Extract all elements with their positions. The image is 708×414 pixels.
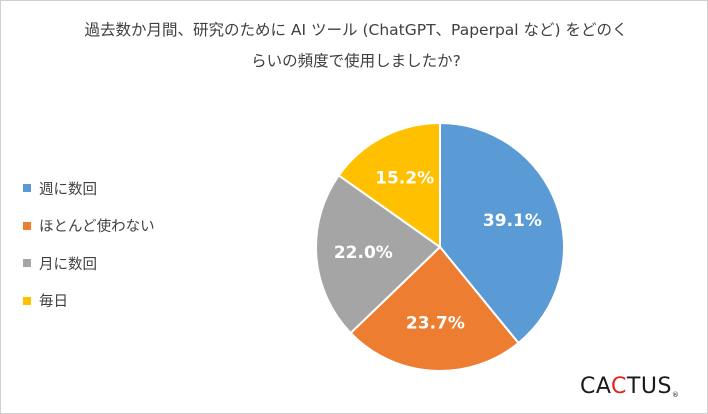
logo-text-end: TUS [626,374,672,399]
legend-item-monthly: 月に数回 [23,254,155,273]
logo-registered-mark: ® [671,391,679,399]
chart-title-line-2: らいの頻度で使用しましたか? [251,52,461,70]
legend-label-weekly: 週に数回 [39,181,97,198]
data-label-monthly: 22.0% [334,243,393,263]
pie-slice-monthly [315,173,442,335]
legend-item-weekly: 週に数回 [23,179,155,198]
legend-swatch-monthly [23,259,31,267]
data-label-daily: 15.2% [375,169,434,189]
logo-text-start: CA [580,374,612,399]
legend-swatch-rarely [23,221,31,230]
legend-label-monthly: 月に数回 [39,256,97,273]
legend-swatch-weekly [23,184,31,192]
legend-swatch-daily [23,296,31,305]
data-label-weekly: 39.1% [483,211,542,231]
logo-accent-letter: C [611,374,627,399]
pie-slice-daily [337,121,441,249]
data-label-rarely: 23.7% [406,314,465,334]
pie-slice-weekly [439,121,565,345]
legend-label-daily: 毎日 [39,294,68,310]
legend-item-daily: 毎日 [23,292,155,310]
legend: 週に数回 ほとんど使わない 月に数回 毎日 [23,179,155,329]
legend-item-rarely: ほとんど使わない [23,217,155,235]
chart-title-line-1: 過去数か月間、研究のために AI ツール (ChatGPT、Paperpal な… [84,21,628,39]
cactus-logo: CACTUS® [580,374,679,399]
pie-slice-rarely [349,245,520,372]
legend-label-rarely: ほとんど使わない [39,219,155,235]
chart-title: 過去数か月間、研究のために AI ツール (ChatGPT、Paperpal な… [41,15,671,77]
